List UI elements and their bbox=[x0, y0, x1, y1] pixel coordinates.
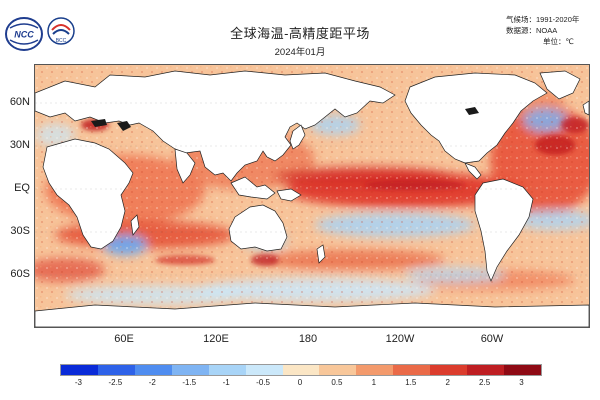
madagascar-island bbox=[130, 214, 140, 236]
caspian-sea bbox=[117, 121, 131, 131]
lon-label-180: 180 bbox=[298, 333, 318, 345]
maritime-continent bbox=[230, 176, 276, 200]
colorbar-tick-label: 1.5 bbox=[405, 378, 417, 387]
colorbar-tick-label: -1.5 bbox=[182, 378, 197, 387]
graticule bbox=[35, 102, 589, 276]
lat-label-30n: 30N bbox=[9, 139, 30, 151]
colorbar-cell bbox=[319, 365, 357, 375]
colorbar-tick-label: 0.5 bbox=[331, 378, 343, 387]
colorbar-cell bbox=[97, 365, 135, 375]
colorbar-cell bbox=[171, 365, 209, 375]
colorbar-tick-label: 1 bbox=[371, 378, 377, 387]
lon-label-120w: 120W bbox=[385, 333, 415, 345]
colorbar-tick-label: -3 bbox=[74, 378, 83, 387]
colorbar-tick-label: -2.5 bbox=[108, 378, 123, 387]
map-date: 2024年01月 bbox=[274, 47, 326, 58]
inland-water bbox=[91, 107, 479, 131]
colorbar-tick-label: 2.5 bbox=[479, 378, 491, 387]
sst-anomaly-map bbox=[34, 64, 590, 328]
map-title: 全球海温-高精度距平场 bbox=[230, 26, 370, 41]
ncc-logo: NCC bbox=[5, 17, 43, 51]
black-sea bbox=[91, 119, 107, 127]
lat-label-eq: EQ bbox=[14, 182, 30, 194]
colorbar-cell bbox=[393, 365, 431, 375]
india-subcontinent bbox=[174, 148, 196, 184]
africa-landmass bbox=[42, 138, 134, 250]
lat-label-60s: 60S bbox=[10, 268, 30, 280]
lat-label-30s: 30S bbox=[10, 225, 30, 237]
colorbar-tick-label: 0 bbox=[297, 378, 303, 387]
colorbar-cell bbox=[61, 365, 98, 375]
lon-label-60w: 60W bbox=[480, 333, 504, 345]
colorbar-tick-label: 3 bbox=[519, 378, 524, 387]
colorbar-cell bbox=[356, 365, 394, 375]
great-lakes bbox=[465, 107, 479, 115]
colorbar-cell bbox=[467, 365, 505, 375]
colorbar-cell bbox=[245, 365, 283, 375]
colorbar-tick-label: -2 bbox=[148, 378, 156, 387]
dataset-label: 数据源：NOAA bbox=[506, 26, 558, 35]
japan-islands bbox=[289, 124, 306, 150]
lon-label-120e: 120E bbox=[203, 333, 229, 345]
svg-text:BCC: BCC bbox=[56, 38, 67, 44]
north-america-landmass bbox=[404, 72, 548, 164]
south-america-landmass bbox=[474, 178, 534, 282]
colorbar-cell bbox=[504, 365, 541, 375]
colorbar-cell bbox=[134, 365, 172, 375]
lat-label-60n: 60N bbox=[9, 96, 30, 108]
antarctica-landmass bbox=[35, 302, 589, 327]
unit-label: 单位：℃ bbox=[543, 37, 574, 46]
bcc-logo: BCC bbox=[47, 17, 75, 45]
colorbar-cell bbox=[430, 365, 468, 375]
new-zealand-islands bbox=[316, 244, 326, 264]
colorbar-tick-label: -0.5 bbox=[256, 378, 270, 387]
colorbar-tick-label: 2 bbox=[445, 378, 450, 387]
new-guinea-island bbox=[276, 188, 302, 202]
land-masses bbox=[35, 70, 589, 327]
colorbar-tick-label: -1 bbox=[222, 378, 230, 387]
australia-landmass bbox=[228, 204, 288, 252]
greenland-landmass bbox=[539, 70, 581, 100]
central-america bbox=[464, 162, 482, 180]
map-canvas bbox=[35, 65, 589, 327]
climatology-label: 气候场：1991-2020年 bbox=[506, 15, 580, 24]
eurasia-landmass bbox=[35, 70, 396, 182]
svg-text:NCC: NCC bbox=[14, 30, 34, 40]
lon-label-60e: 60E bbox=[114, 333, 134, 345]
colorbar-cell bbox=[282, 365, 320, 375]
colorbar-cell bbox=[208, 365, 246, 375]
colorbar bbox=[60, 364, 542, 376]
uk-islands bbox=[582, 100, 589, 116]
